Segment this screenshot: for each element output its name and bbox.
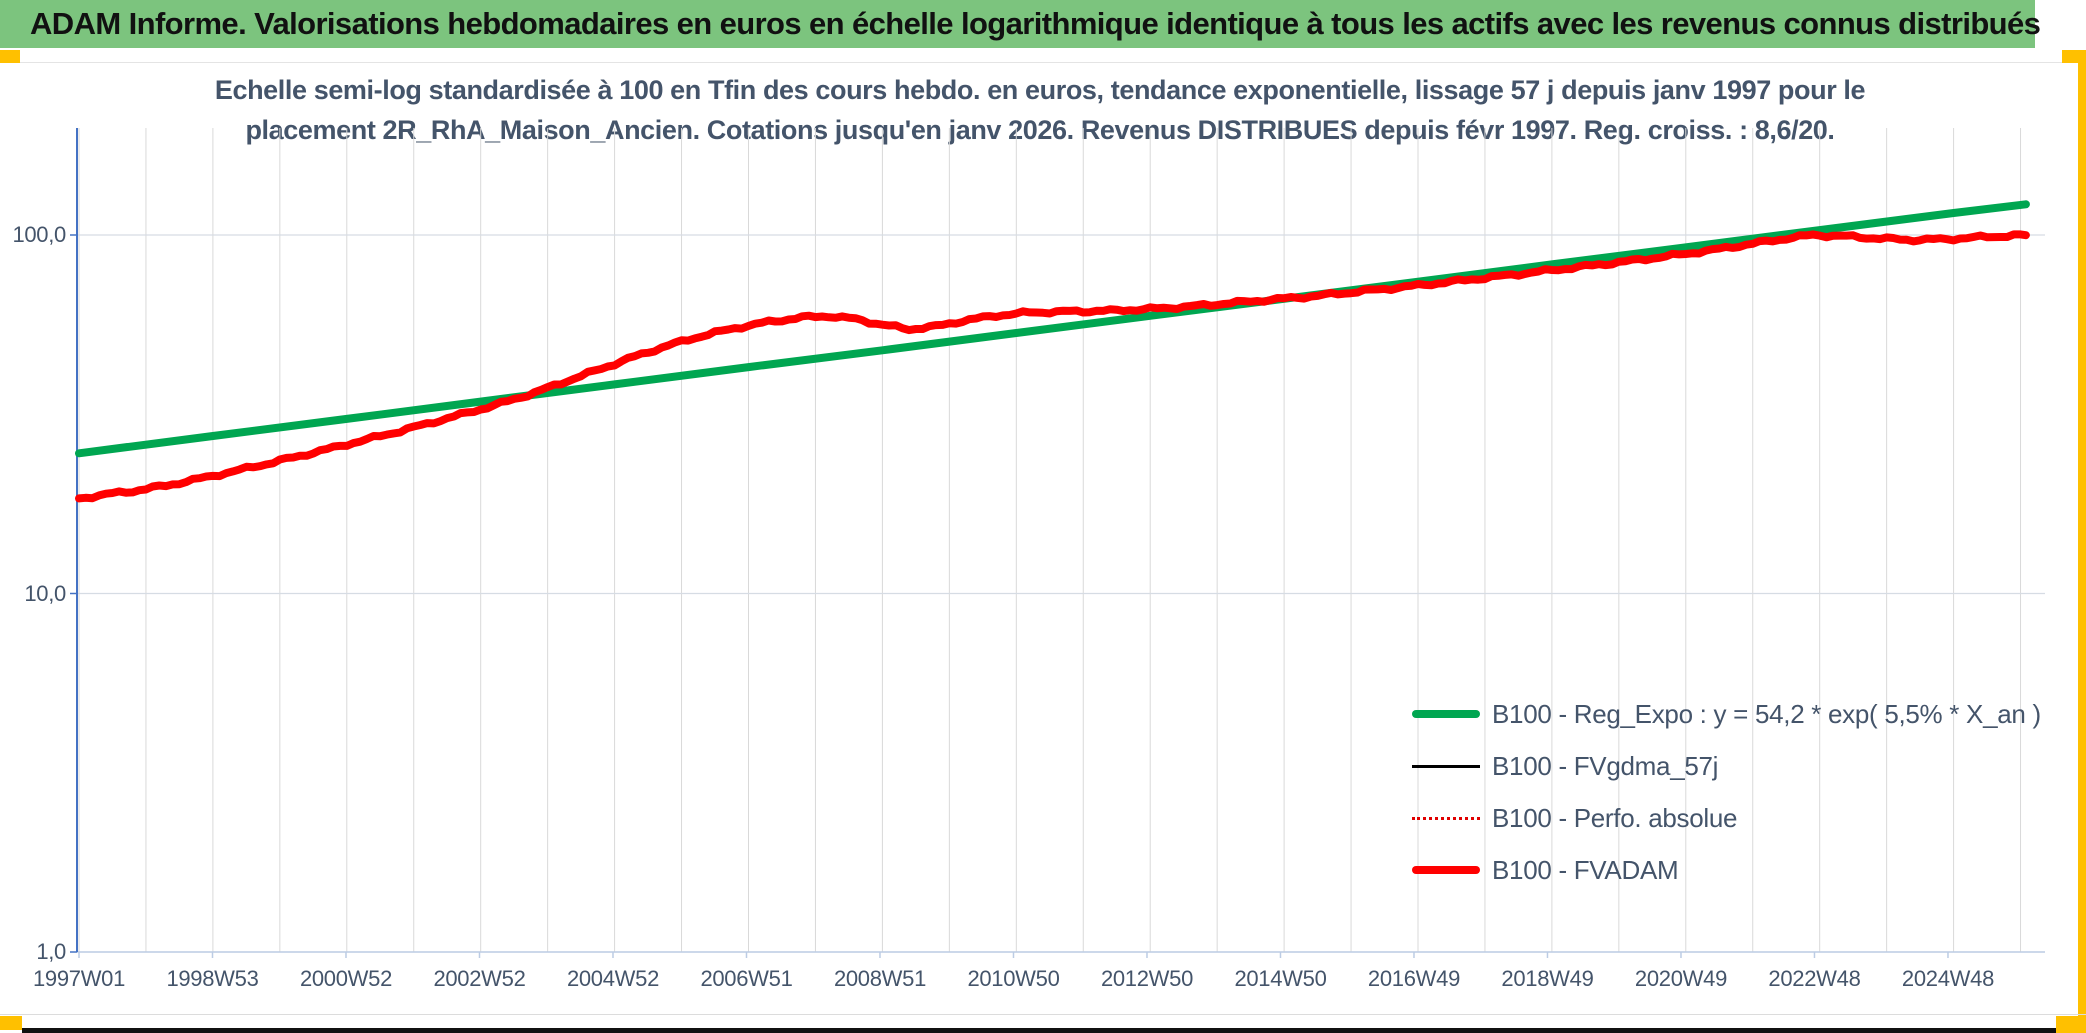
legend-label: B100 - FVADAM: [1492, 854, 1679, 885]
x-axis-label: 1998W53: [166, 966, 259, 991]
y-axis-label: 100,0: [12, 222, 66, 247]
x-axis-label: 2002W52: [433, 966, 526, 991]
chart-legend: B100 - Reg_Expo : y = 54,2 * exp( 5,5% *…: [1412, 688, 2041, 896]
series-b100-reg-expo-y-54-2-exp-5-5-x-an-: [75, 200, 2030, 458]
x-axis-label: 2024W48: [1901, 966, 1994, 991]
chart-title-line1: Echelle semi-log standardisée à 100 en T…: [214, 75, 1866, 105]
bottom-scrollbar-track[interactable]: [22, 1028, 2056, 1033]
right-edge-strip: [2078, 62, 2086, 1033]
x-axis-label: 2000W52: [299, 966, 393, 991]
x-axis-label: 2004W52: [566, 966, 660, 991]
series-b100-fvadam: [75, 230, 2030, 503]
legend-item[interactable]: B100 - Perfo. absolue: [1412, 792, 2041, 844]
series-b100-perfo-absolue: [77, 233, 2028, 500]
x-axis-label: 2022W48: [1768, 966, 1861, 991]
corner-marker-top-left: [0, 50, 20, 63]
x-axis-label: 2006W51: [700, 966, 793, 991]
x-axis-label: 2012W50: [1100, 966, 1194, 991]
x-axis-label: 2008W51: [833, 966, 927, 991]
legend-line-swatch: [1412, 710, 1480, 718]
x-axis-label: 1997W01: [32, 966, 126, 991]
legend-label: B100 - FVgdma_57j: [1492, 750, 1719, 781]
legend-item[interactable]: B100 - FVgdma_57j: [1412, 740, 2041, 792]
legend-label: B100 - Reg_Expo : y = 54,2 * exp( 5,5% *…: [1492, 698, 2041, 729]
legend-line-swatch: [1412, 816, 1480, 820]
bottom-divider: [0, 1014, 2086, 1015]
legend-item[interactable]: B100 - FVADAM: [1412, 844, 2041, 896]
chart-title-line2: placement 2R_RhA_Maison_Ancien. Cotation…: [245, 115, 1835, 145]
series-b100-fvgdma-57j: [77, 233, 2028, 500]
page-title: ADAM Informe. Valorisations hebdomadaire…: [30, 6, 2041, 41]
x-axis-label: 2018W49: [1501, 966, 1594, 991]
legend-line-swatch: [1412, 866, 1480, 874]
y-axis-label: 1,0: [36, 939, 66, 964]
legend-item[interactable]: B100 - Reg_Expo : y = 54,2 * exp( 5,5% *…: [1412, 688, 2041, 740]
x-axis-label: 2016W49: [1367, 966, 1460, 991]
x-axis-label: 2014W50: [1234, 966, 1327, 991]
header-divider: [0, 62, 2086, 63]
corner-marker-bottom-left: [0, 1016, 22, 1030]
y-axis-label: 10,0: [24, 580, 66, 606]
header-bar: ADAM Informe. Valorisations hebdomadaire…: [0, 0, 2041, 48]
x-axis-label: 2010W50: [967, 966, 1060, 991]
corner-marker-top-right: [2062, 50, 2086, 63]
legend-label: B100 - Perfo. absolue: [1492, 802, 1738, 833]
x-axis-label: 2020W49: [1634, 966, 1727, 991]
legend-line-swatch: [1412, 764, 1480, 768]
chart-title: Echelle semi-log standardisée à 100 en T…: [140, 70, 1940, 150]
corner-marker-bottom-right: [2056, 1016, 2086, 1033]
